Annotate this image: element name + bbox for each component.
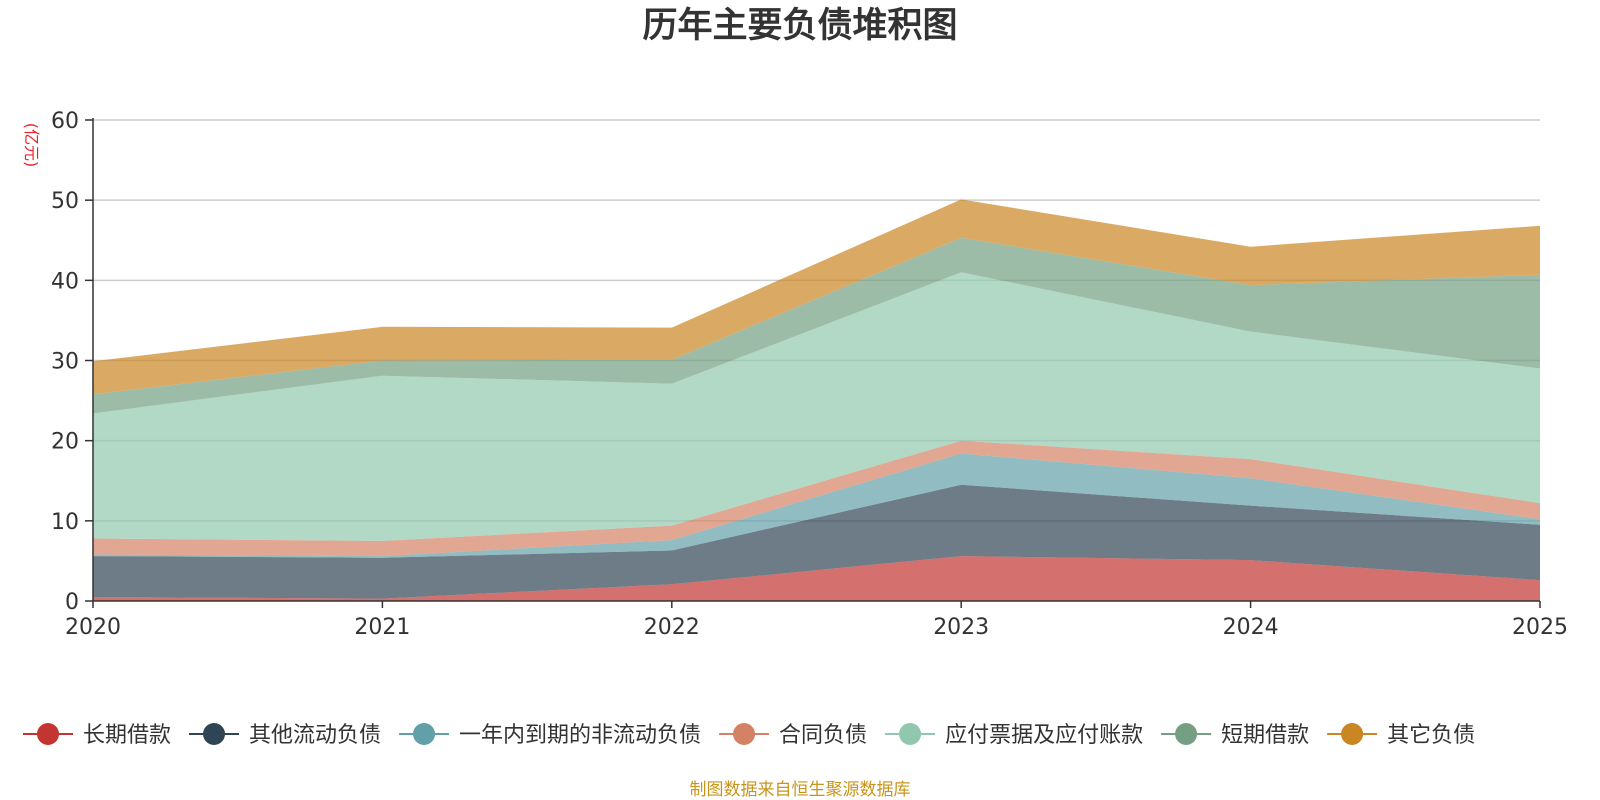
y-tick-label: 60 bbox=[51, 109, 79, 134]
legend-item[interactable]: 其它负债 bbox=[1327, 723, 1475, 748]
axes: 0 10 20 30 40 50 60 2020 2021 2022 2023 2024 2025 bbox=[51, 109, 1568, 640]
chart-title: 历年主要负债堆积图 bbox=[642, 6, 957, 46]
legend-item[interactable]: 应付票据及应付账款 bbox=[885, 723, 1143, 748]
y-tick-label: 30 bbox=[51, 350, 79, 375]
legend-item[interactable]: 短期借款 bbox=[1161, 723, 1309, 748]
y-tick-label: 0 bbox=[65, 590, 79, 615]
legend-label: 长期借款 bbox=[83, 723, 171, 748]
y-axis-unit-label: (亿元) bbox=[22, 123, 41, 168]
y-tick-label: 20 bbox=[51, 430, 79, 455]
y-tick-label: 50 bbox=[51, 189, 79, 214]
legend[interactable]: 长期借款 其他流动负债 一年内到期的非流动负债 合同负债 应付票据及应付账款 短期借款 其它… bbox=[23, 723, 1475, 748]
area-其它负债[interactable] bbox=[93, 199, 1540, 395]
legend-marker bbox=[203, 723, 226, 745]
y-tick-label: 40 bbox=[51, 269, 79, 294]
legend-label: 短期借款 bbox=[1221, 723, 1309, 748]
legend-label: 应付票据及应付账款 bbox=[945, 723, 1143, 748]
source-note: 制图数据来自恒生聚源数据库 bbox=[690, 780, 911, 800]
area-长期借款[interactable] bbox=[93, 556, 1540, 601]
legend-marker bbox=[733, 723, 756, 745]
y-tick-label: 10 bbox=[51, 510, 79, 535]
legend-marker bbox=[899, 723, 922, 745]
area-series-group bbox=[93, 199, 1540, 601]
area-合同负债[interactable] bbox=[93, 440, 1540, 557]
area-短期借款[interactable] bbox=[93, 237, 1540, 414]
legend-marker bbox=[1341, 723, 1364, 745]
x-tick-label: 2025 bbox=[1512, 615, 1568, 640]
area-应付票据及应付账款[interactable] bbox=[93, 272, 1540, 541]
legend-item[interactable]: 其他流动负债 bbox=[189, 723, 381, 748]
legend-label: 其他流动负债 bbox=[249, 723, 381, 748]
legend-marker bbox=[1175, 723, 1198, 745]
x-tick-label: 2024 bbox=[1223, 615, 1279, 640]
x-tick-label: 2022 bbox=[644, 615, 700, 640]
legend-marker bbox=[37, 723, 59, 745]
legend-item[interactable]: 合同负债 bbox=[719, 723, 867, 748]
area-其他流动负债[interactable] bbox=[93, 484, 1540, 599]
legend-label: 合同负债 bbox=[779, 723, 867, 748]
legend-marker bbox=[413, 723, 436, 745]
area-一年内到期的非流动负债[interactable] bbox=[93, 453, 1540, 558]
legend-label: 一年内到期的非流动负债 bbox=[459, 723, 701, 748]
legend-item[interactable]: 一年内到期的非流动负债 bbox=[399, 723, 701, 748]
legend-label: 其它负债 bbox=[1387, 723, 1475, 748]
x-tick-label: 2023 bbox=[933, 615, 989, 640]
x-tick-label: 2020 bbox=[65, 615, 121, 640]
x-tick-label: 2021 bbox=[354, 615, 410, 640]
legend-item[interactable]: 长期借款 bbox=[23, 723, 171, 748]
